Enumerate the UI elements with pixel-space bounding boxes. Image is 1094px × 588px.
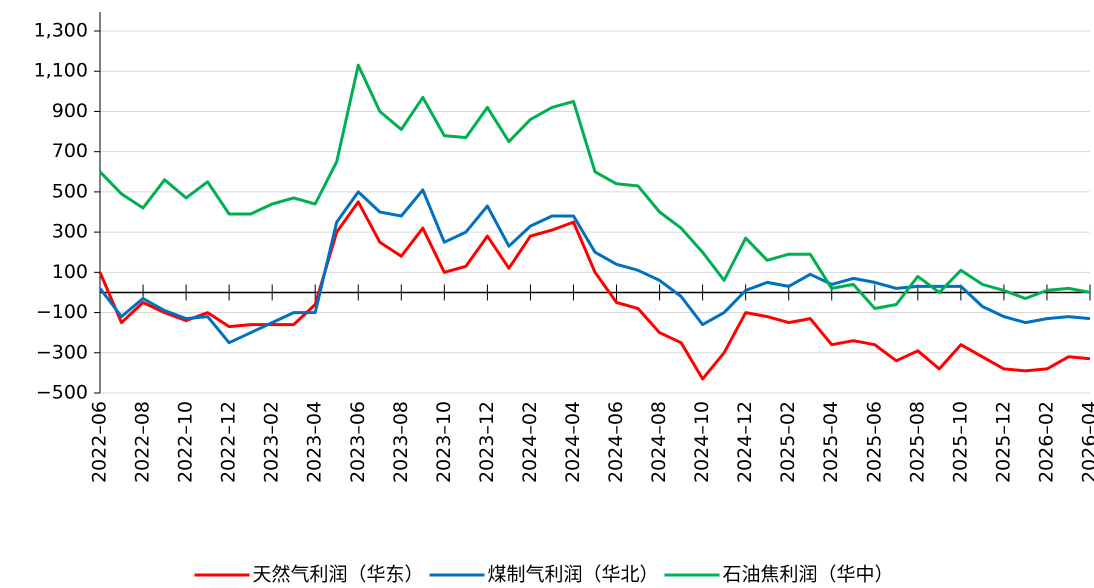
x-tick-label: 2024–06	[605, 401, 627, 483]
series-line	[98, 188, 1091, 345]
x-tick-label: 2026–02	[1035, 401, 1057, 483]
x-tick-label: 2025–06	[863, 401, 885, 483]
x-tick-label: 2025–04	[820, 401, 842, 483]
x-tick-label: 2022–10	[175, 401, 197, 483]
x-tick-label: 2025–02	[777, 401, 799, 483]
x-tick-label: 2023–02	[261, 401, 283, 483]
x-tick-label: 2026–04	[1079, 401, 1094, 483]
x-tick-label: 2023–08	[390, 401, 412, 483]
x-tick-label: 2023–06	[347, 401, 369, 483]
series-line	[98, 63, 1091, 310]
legend: 天然气利润（华东） 煤制气利润（华北） 石油焦利润（华中）	[194, 564, 894, 586]
y-tick-label: −100	[36, 301, 88, 323]
x-tick-label: 2025–08	[906, 401, 928, 483]
x-tick-label: 2024–04	[562, 401, 584, 483]
x-tick-label: 2024–08	[648, 401, 670, 483]
y-tick-label: 900	[52, 100, 88, 122]
y-tick-label: 1,100	[34, 60, 88, 82]
x-tick-label: 2023–12	[476, 401, 498, 483]
x-tick-label: 2022–08	[132, 401, 154, 483]
x-tick-label: 2024–12	[734, 401, 756, 483]
x-tick-label: 2025–10	[949, 401, 971, 483]
x-tick-label: 2024–10	[691, 401, 713, 483]
x-tick-label: 2023–04	[304, 401, 326, 483]
y-tick-label: −500	[36, 382, 88, 404]
x-tick-label: 2022–06	[89, 401, 111, 483]
y-tick-label: 1,300	[34, 20, 88, 42]
x-tick-label: 2023–10	[433, 401, 455, 483]
y-tick-label: 100	[52, 261, 88, 283]
y-tick-label: 300	[52, 221, 88, 243]
legend-label: 石油焦利润（华中）	[723, 564, 894, 586]
x-tick-label: 2025–12	[992, 401, 1014, 483]
y-tick-label: −300	[36, 341, 88, 363]
x-tick-label: 2022–12	[218, 401, 240, 483]
y-tick-label: 700	[52, 140, 88, 162]
legend-label: 煤制气利润（华北）	[487, 564, 658, 586]
y-tick-label: 500	[52, 180, 88, 202]
x-tick-label: 2024–02	[519, 401, 541, 483]
legend-label: 天然气利润（华东）	[252, 564, 423, 586]
